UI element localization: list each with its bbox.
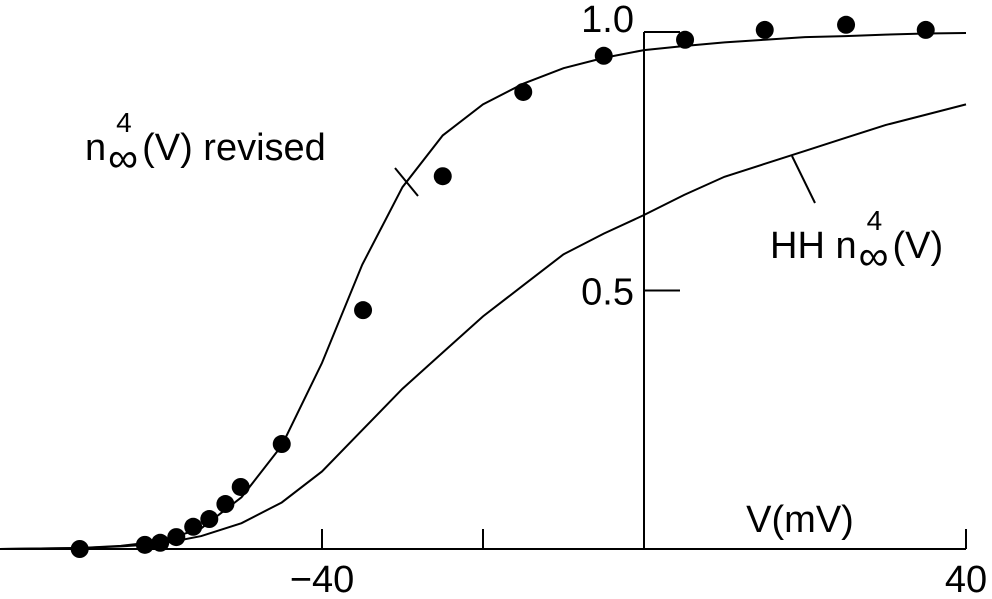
data-point	[151, 533, 170, 552]
x-axis-label: V(mV)	[746, 499, 854, 541]
data-point	[433, 167, 452, 186]
annotation-text: (V)	[893, 225, 944, 267]
data-point	[676, 30, 695, 49]
leader-line	[791, 155, 816, 204]
data-point	[184, 517, 203, 536]
data-point	[216, 495, 235, 514]
annotation-text: (V) revised	[142, 127, 326, 169]
x-tick-label: 40	[945, 559, 987, 599]
curve	[0, 103, 967, 550]
annotation-text: HH n	[770, 225, 857, 267]
data-point	[916, 20, 935, 39]
data-point	[70, 540, 89, 558]
data-point	[231, 477, 250, 496]
data-point	[167, 528, 186, 547]
y-tick-label: 1.0	[581, 0, 634, 41]
data-point	[755, 20, 774, 39]
annotation-sub: ∞	[859, 232, 889, 279]
annotation-sup: 4	[867, 205, 883, 236]
data-point	[837, 15, 856, 34]
annotation-text: n	[85, 127, 106, 169]
y-tick-label: 0.5	[581, 272, 634, 314]
curve	[0, 32, 967, 550]
data-point	[272, 435, 291, 454]
data-point	[594, 46, 613, 65]
leader-line	[394, 167, 419, 197]
annotation-sub: ∞	[108, 134, 138, 181]
x-tick-label: −40	[290, 559, 354, 599]
annotation-sup: 4	[116, 107, 132, 138]
data-point	[514, 82, 533, 101]
data-point	[135, 535, 154, 554]
data-point	[200, 510, 219, 529]
data-point	[354, 301, 373, 320]
